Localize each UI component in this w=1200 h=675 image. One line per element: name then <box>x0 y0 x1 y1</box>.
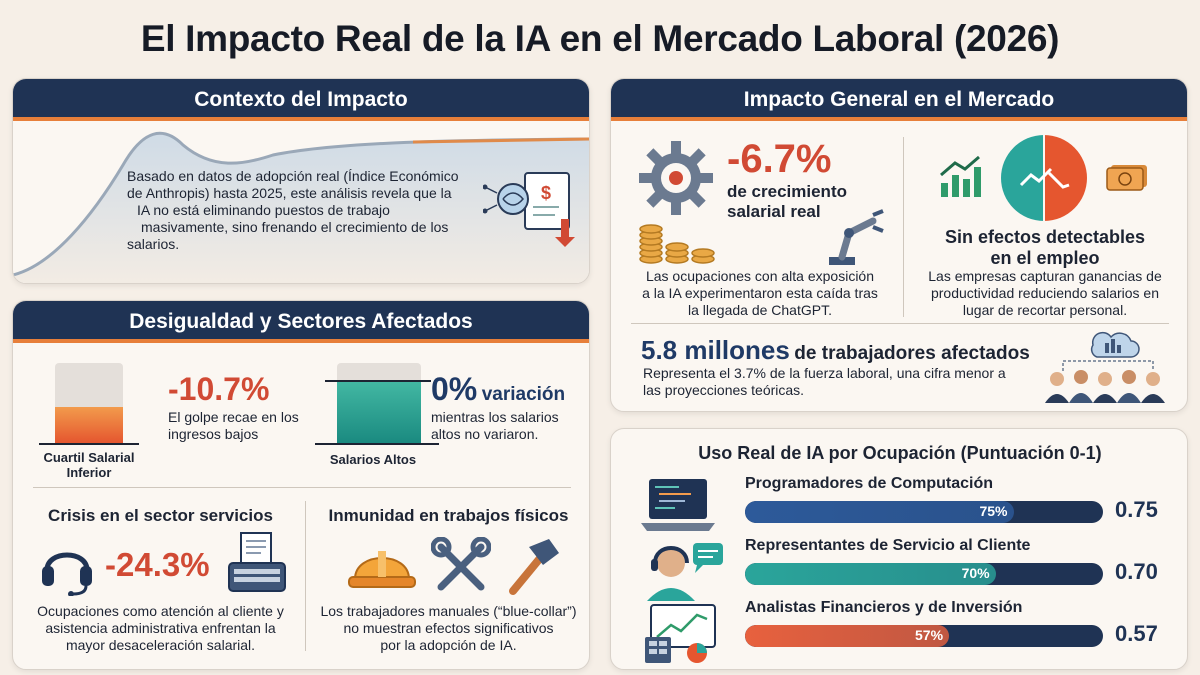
services-value: -24.3% <box>105 546 210 583</box>
physical-desc-2: no muestran efectos significativos <box>343 620 554 636</box>
inequality-heading: Desigualdad y Sectores Afectados <box>13 301 589 343</box>
low-quartile-bar <box>55 363 123 443</box>
wage-desc: Las ocupaciones con alta exposición <box>645 268 875 284</box>
laptop-code-icon <box>641 479 715 531</box>
finance-dashboard-icon <box>645 604 716 663</box>
usage-card: Uso Real de IA por Ocupación (Puntuación… <box>610 428 1188 670</box>
low-quartile-desc: El golpe recae en los <box>168 409 299 425</box>
chart-up-icon <box>940 155 981 197</box>
robot-arm-icon <box>829 209 884 265</box>
context-heading: Contexto del Impacto <box>13 79 589 121</box>
svg-text:$: $ <box>541 183 551 203</box>
low-quartile-label-2: Inferior <box>66 465 112 480</box>
usage-bar-percent: 57% <box>915 627 944 643</box>
context-text-line1: Basado en datos de adopción real (Índice… <box>127 168 459 184</box>
usage-bar-percent: 75% <box>979 503 1008 519</box>
market-card: Impacto General en el Mercado -6.7% de c… <box>610 78 1188 412</box>
usage-heading: Uso Real de IA por Ocupación (Puntuación… <box>698 443 1102 463</box>
context-text-line4: masivamente, sino frenando el crecimient… <box>141 219 449 235</box>
context-card: Contexto del Impacto Basado en datos de … <box>12 78 590 284</box>
workers-value: 5.8 millones <box>641 335 790 365</box>
headset-icon <box>42 552 92 596</box>
market-heading: Impacto General en el Mercado <box>611 79 1187 121</box>
money-bill-icon <box>1106 165 1147 191</box>
wage-label: de crecimiento <box>727 182 847 201</box>
wage-desc-2: a la IA experimentaron esta caída tras <box>642 285 878 301</box>
services-desc: Ocupaciones como atención al cliente y <box>37 603 284 619</box>
usage-label: Analistas Financieros y de Inversión <box>745 599 1023 616</box>
wage-value: -6.7% <box>727 137 832 181</box>
typewriter-icon <box>228 532 286 592</box>
usage-bar-track: 75% <box>745 501 1103 523</box>
low-quartile-desc-2: ingresos bajos <box>168 426 259 442</box>
wrenches-icon <box>431 537 491 591</box>
employment-title-2: en el empleo <box>990 248 1100 268</box>
physical-title: Inmunidad en trabajos físicos <box>328 506 569 525</box>
high-salary-value: 0% <box>431 371 478 407</box>
employment-desc-2: productividad reduciendo salarios en <box>930 285 1160 301</box>
low-quartile-value: -10.7% <box>168 371 270 407</box>
services-title: Crisis en el sector servicios <box>48 506 273 525</box>
wage-label-2: salarial real <box>727 202 821 221</box>
high-salary-fill <box>337 380 421 443</box>
physical-desc: Los trabajadores manuales (“blue-collar”… <box>320 603 577 619</box>
usage-bar-fill <box>745 625 950 647</box>
physical-desc-3: por la adopción de IA. <box>380 637 517 653</box>
workers-desc-2: las proyecciones teóricas. <box>643 382 805 398</box>
pie-chart-icon <box>1001 135 1087 221</box>
usage-score-value: 0.57 <box>1115 621 1158 646</box>
employment-desc-3: lugar de recortar personal. <box>962 302 1128 318</box>
usage-bar-percent: 70% <box>961 565 990 581</box>
context-text-line5: salarios. <box>127 236 180 252</box>
high-salary-label: Salarios Altos <box>329 452 417 467</box>
gear-target-icon <box>639 141 713 215</box>
inequality-card: Desigualdad y Sectores Afectados Cuartil… <box>12 300 590 670</box>
ai-brain-document-icon: $ <box>483 172 575 247</box>
employment-title: Sin efectos detectables <box>944 227 1146 247</box>
people-group-icon <box>1045 331 1165 403</box>
hard-hat-icon <box>348 551 416 588</box>
usage-label: Representantes de Servicio al Cliente <box>745 537 1031 554</box>
workers-label: de trabajadores afectados <box>794 343 1030 364</box>
usage-score-value: 0.70 <box>1115 559 1158 584</box>
services-desc-2: asistencia administrativa enfrentan la <box>45 620 276 636</box>
high-salary-desc: mientras los salarios <box>431 409 559 425</box>
usage-bar-fill <box>745 501 1014 523</box>
low-quartile-fill <box>55 407 123 443</box>
wage-desc-3: la llegada de ChatGPT. <box>688 302 832 318</box>
usage-score-value: 0.75 <box>1115 497 1158 522</box>
usage-bar-track: 70% <box>745 563 1103 585</box>
context-text-line2: de Anthropis) hasta 2025, este análisis … <box>127 185 452 201</box>
employment-desc: Las empresas capturan ganancias de <box>928 268 1162 284</box>
coins-icon <box>639 224 715 264</box>
usage-label: Programadores de Computación <box>745 475 994 492</box>
page-title: El Impacto Real de la IA en el Mercado L… <box>140 18 1060 59</box>
low-quartile-label: Cuartil Salarial <box>43 450 135 465</box>
workers-desc: Representa el 3.7% de la fuerza laboral,… <box>643 365 1006 381</box>
usage-bar-track: 57% <box>745 625 1103 647</box>
background-wave-graphic <box>13 131 589 283</box>
hammer-icon <box>509 539 559 595</box>
context-text-line3: IA no está eliminando puestos de trabajo <box>137 202 390 218</box>
high-salary-bar <box>337 363 421 443</box>
usage-bar-fill <box>745 563 996 585</box>
high-salary-value-suffix: variación <box>481 384 566 405</box>
services-desc-3: mayor desaceleración salarial. <box>65 637 256 653</box>
high-salary-desc-2: altos no variaron. <box>431 426 539 442</box>
support-agent-icon <box>647 543 723 601</box>
